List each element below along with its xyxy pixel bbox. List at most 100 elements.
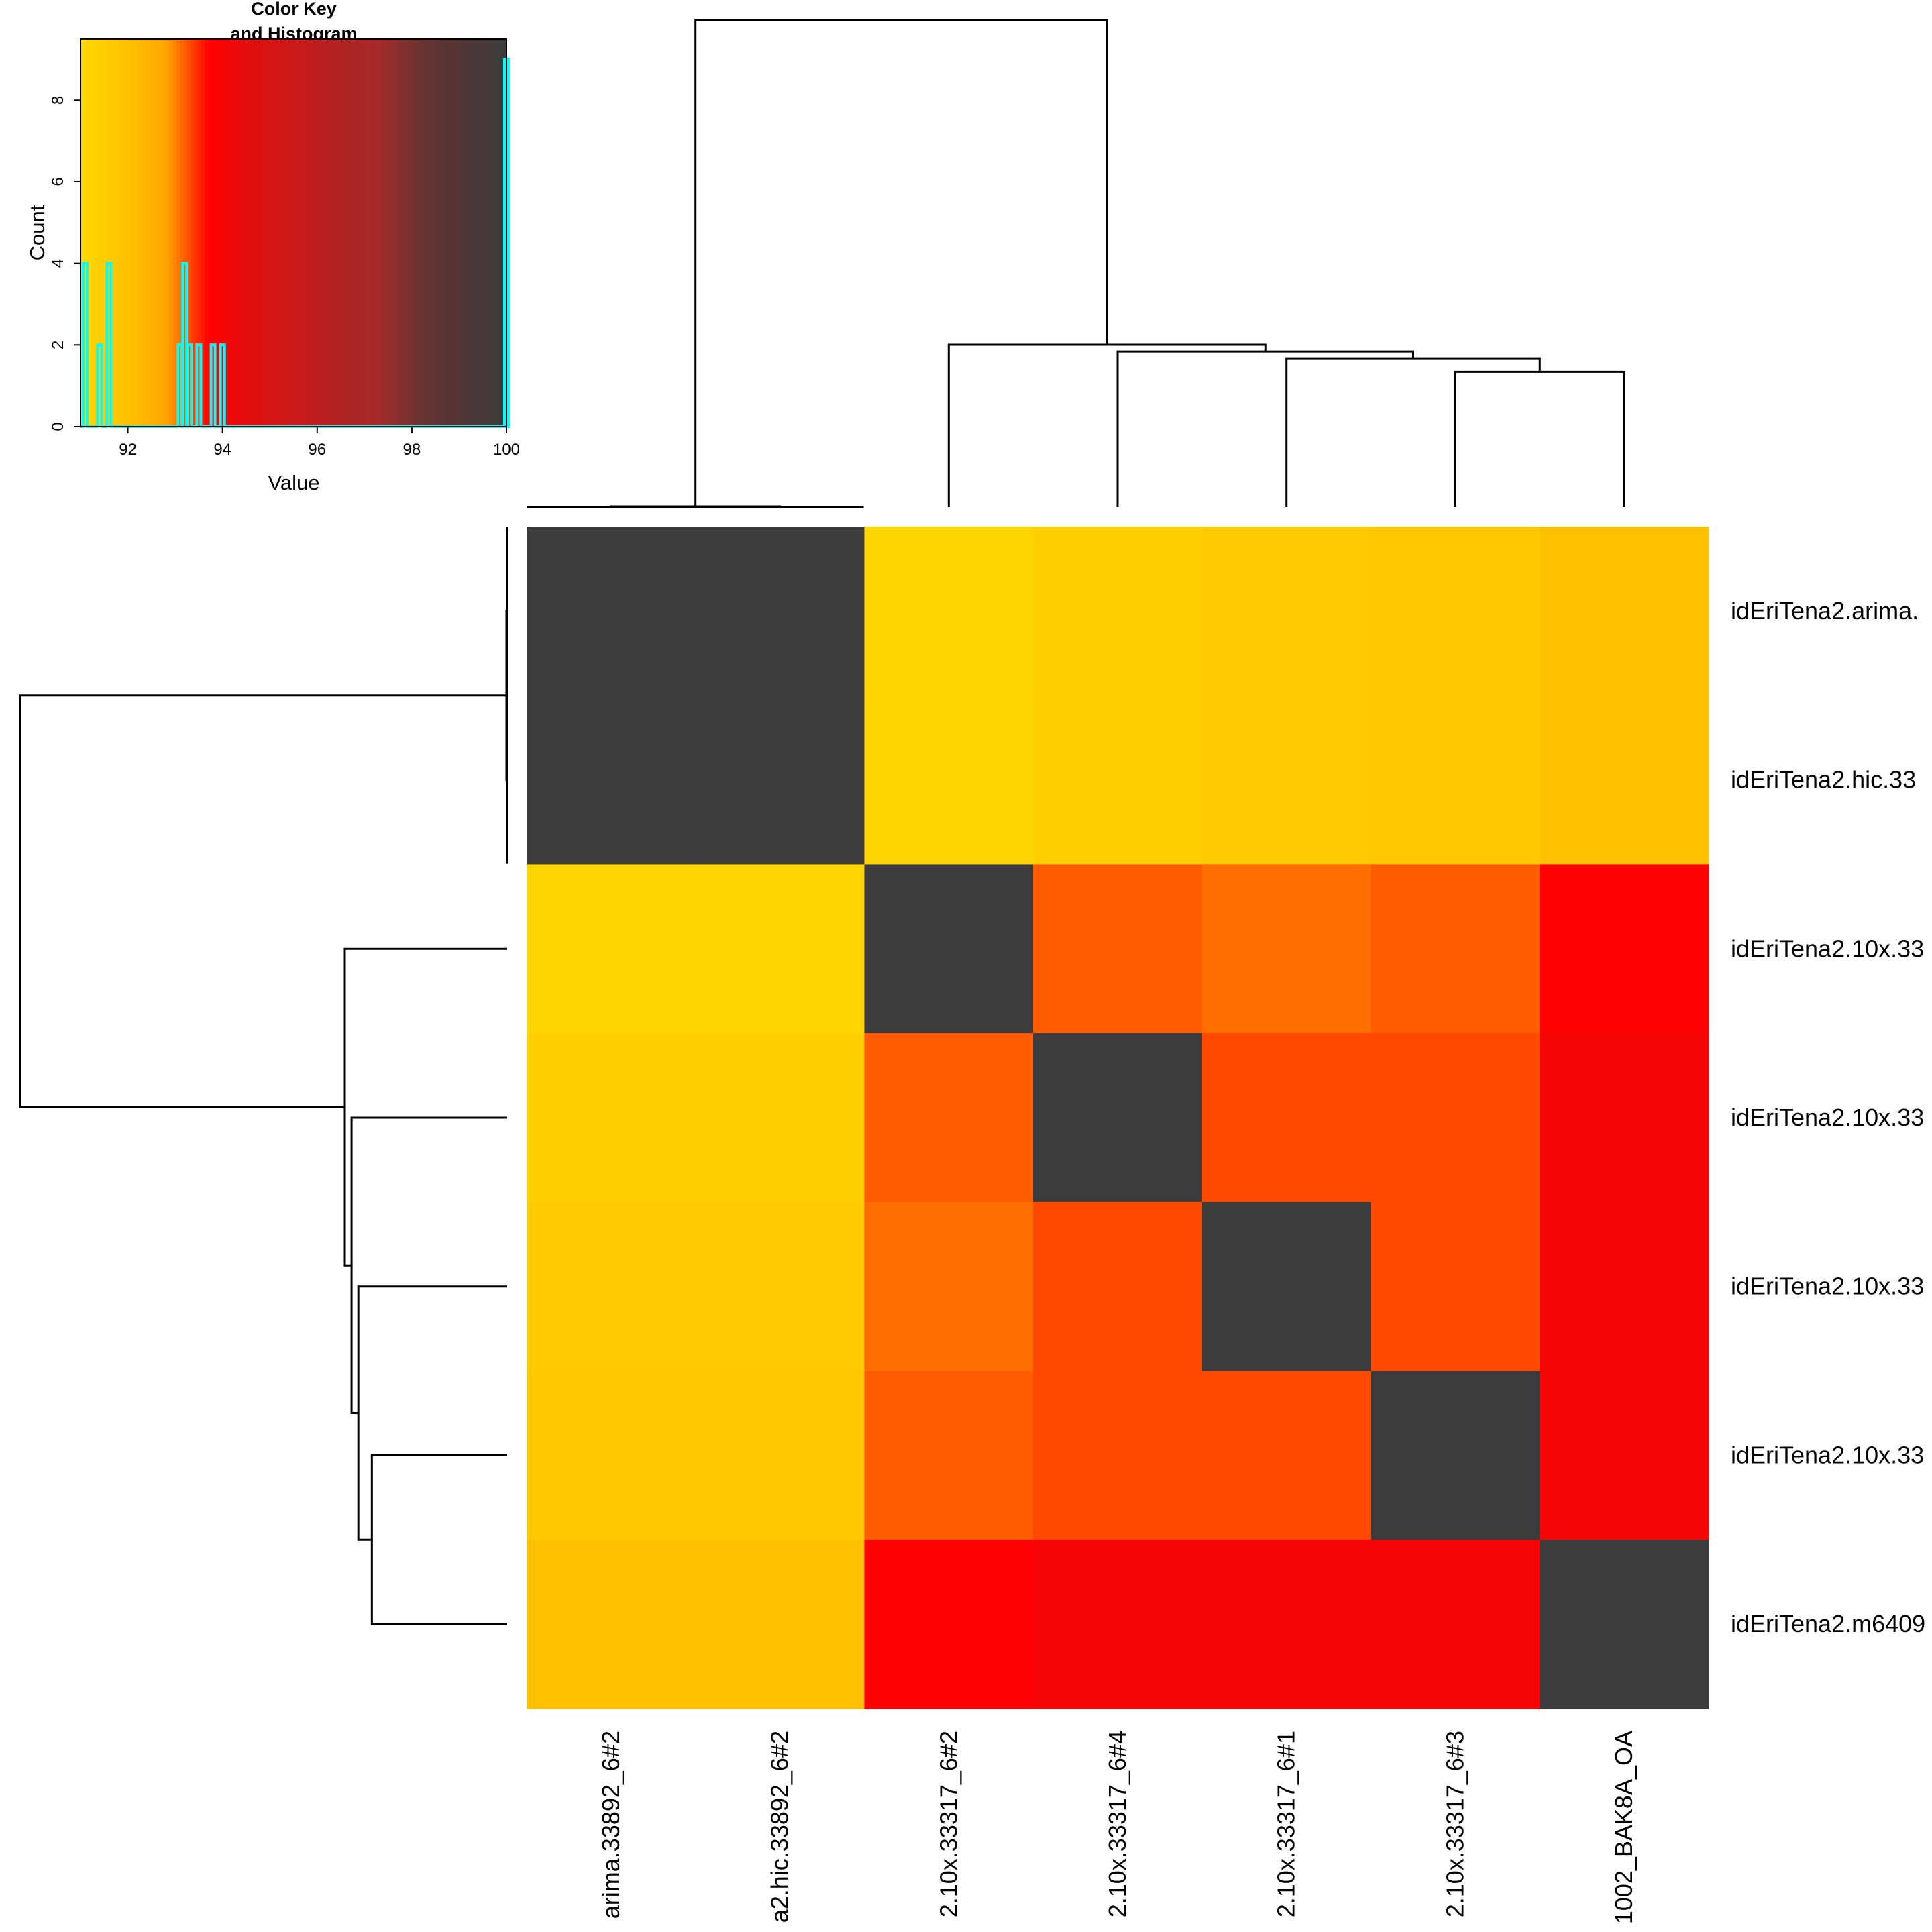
color-key-strip <box>268 39 273 427</box>
color-key-strip <box>109 39 113 427</box>
color-key-strip <box>126 39 131 427</box>
color-key-x-axis: 92 94 96 98 100 <box>119 427 520 459</box>
color-key-strip <box>449 39 454 427</box>
color-key-strip <box>453 39 458 427</box>
color-key-strip <box>119 39 124 427</box>
color-key-strip <box>467 39 472 427</box>
color-key-strip <box>130 39 135 427</box>
heatmap-cell-r2-c2 <box>864 864 1034 1034</box>
heatmap-cell-r4-c6 <box>1540 1201 1709 1372</box>
color-key-strip <box>105 39 110 427</box>
color-key-strip <box>144 39 149 427</box>
heatmap-cell-r5-c1 <box>695 1371 865 1540</box>
color-key-strip <box>446 39 451 427</box>
color-key-strip <box>211 39 216 427</box>
column-label: 2.10x.33317_6#1 <box>1273 1731 1300 1917</box>
row-label: idEriTena2.10x.33 <box>1731 934 1924 962</box>
column-label: 2.10x.33317_6#4 <box>1104 1731 1131 1917</box>
color-key-strip <box>244 39 248 427</box>
color-key-strip <box>361 39 366 427</box>
color-key-strip <box>140 39 146 427</box>
heatmap-cells <box>527 527 1709 1709</box>
color-key-strip <box>286 39 291 427</box>
heatmap-cell-r6-c0 <box>527 1540 696 1709</box>
column-label: 1002_BAK8A_OA <box>1610 1731 1638 1924</box>
color-key-y-tick-label: 4 <box>49 259 67 268</box>
color-key-strip <box>301 39 305 427</box>
color-key-strip <box>186 39 191 427</box>
heatmap-cell-r3-c4 <box>1201 1033 1372 1203</box>
row-label: idEriTena2.10x.33 <box>1731 1273 1924 1300</box>
color-key-strip <box>325 39 330 427</box>
color-key-strip <box>123 39 127 427</box>
heatmap-cell-r6-c1 <box>695 1540 865 1709</box>
color-key-strip <box>261 39 266 427</box>
color-key-strip <box>460 39 465 427</box>
heatmap-cell-r1-c0 <box>527 695 696 865</box>
color-key-strip <box>315 39 319 427</box>
color-key-strip <box>425 39 429 427</box>
color-key-strip <box>229 39 234 427</box>
heatmap-cell-r3-c2 <box>864 1033 1034 1203</box>
color-key-strip <box>166 39 170 427</box>
heatmap-cell-r5-c6 <box>1540 1371 1709 1540</box>
dendrogram-link <box>19 694 506 1108</box>
color-key-strip <box>371 39 376 427</box>
heatmap-cell-r5-c2 <box>864 1371 1034 1540</box>
color-key-title-line1: Color Key <box>251 0 337 19</box>
column-label: arima.33892_6#2 <box>597 1731 625 1919</box>
heatmap-cell-r5-c5 <box>1371 1371 1540 1540</box>
heatmap-cell-r3-c3 <box>1033 1033 1203 1203</box>
color-key-strip <box>282 39 287 427</box>
color-key-strip <box>400 39 405 427</box>
heatmap-cell-r2-c6 <box>1540 864 1709 1034</box>
color-key-strip <box>172 39 177 427</box>
heatmap-cell-r6-c5 <box>1371 1540 1540 1709</box>
heatmap-cell-r4-c1 <box>695 1201 865 1372</box>
color-key-strip <box>293 39 298 427</box>
color-key-y-tick-label: 0 <box>49 422 67 431</box>
color-key-strip <box>225 39 231 427</box>
color-key-strip <box>115 39 121 427</box>
color-key-strip <box>91 39 95 427</box>
row-labels: idEriTena2.arima. idEriTena2.hic.33 idEriT… <box>1731 597 1925 1638</box>
color-key-strip <box>456 39 462 427</box>
heatmap-cell-r3-c0 <box>527 1033 696 1203</box>
row-label: idEriTena2.arima. <box>1731 597 1919 625</box>
heatmap-cell-r6-c4 <box>1201 1540 1372 1709</box>
color-key-x-label: Value <box>268 471 320 494</box>
column-label: a2.hic.33892_6#2 <box>766 1731 794 1923</box>
color-key-y-label: Count <box>25 205 49 260</box>
color-key-strip <box>95 39 99 427</box>
color-key-strip <box>364 39 369 427</box>
color-key-strip <box>396 39 401 427</box>
color-key-strip <box>137 39 142 427</box>
color-key-y-tick-label: 8 <box>49 96 67 105</box>
heatmap-cell-r5-c4 <box>1201 1371 1372 1540</box>
heatmap-cell-r1-c5 <box>1371 695 1540 865</box>
heatmap-cell-r3-c5 <box>1371 1033 1540 1203</box>
color-key-strip <box>290 39 294 427</box>
heatmap-cell-r0-c0 <box>527 527 696 696</box>
color-key-gradient <box>80 39 507 427</box>
color-key-strip <box>176 39 180 427</box>
heatmap-cell-r4-c4 <box>1201 1201 1372 1372</box>
heatmap-cell-r0-c6 <box>1540 527 1709 696</box>
color-key-y-axis: 0 2 4 6 8 <box>49 96 80 431</box>
color-key-strip <box>442 39 447 427</box>
heatmap-cell-r3-c6 <box>1540 1033 1709 1203</box>
heatmap-cell-r4-c2 <box>864 1201 1034 1372</box>
color-key-strip <box>80 39 85 427</box>
row-label: idEriTena2.hic.33 <box>1731 766 1916 794</box>
color-key-strip <box>492 39 496 427</box>
color-key-strip <box>219 39 223 427</box>
heatmap-cell-r2-c3 <box>1033 864 1203 1034</box>
heatmap-cell-r3-c1 <box>695 1033 865 1203</box>
color-key-strip <box>471 39 476 427</box>
color-key-x-tick-label: 94 <box>213 441 231 459</box>
color-key-strip <box>148 39 152 427</box>
heatmap-cell-r6-c3 <box>1033 1540 1203 1709</box>
column-label: 2.10x.33317_6#3 <box>1441 1731 1468 1917</box>
color-key-strip <box>332 39 337 427</box>
color-key-strip <box>414 39 419 427</box>
